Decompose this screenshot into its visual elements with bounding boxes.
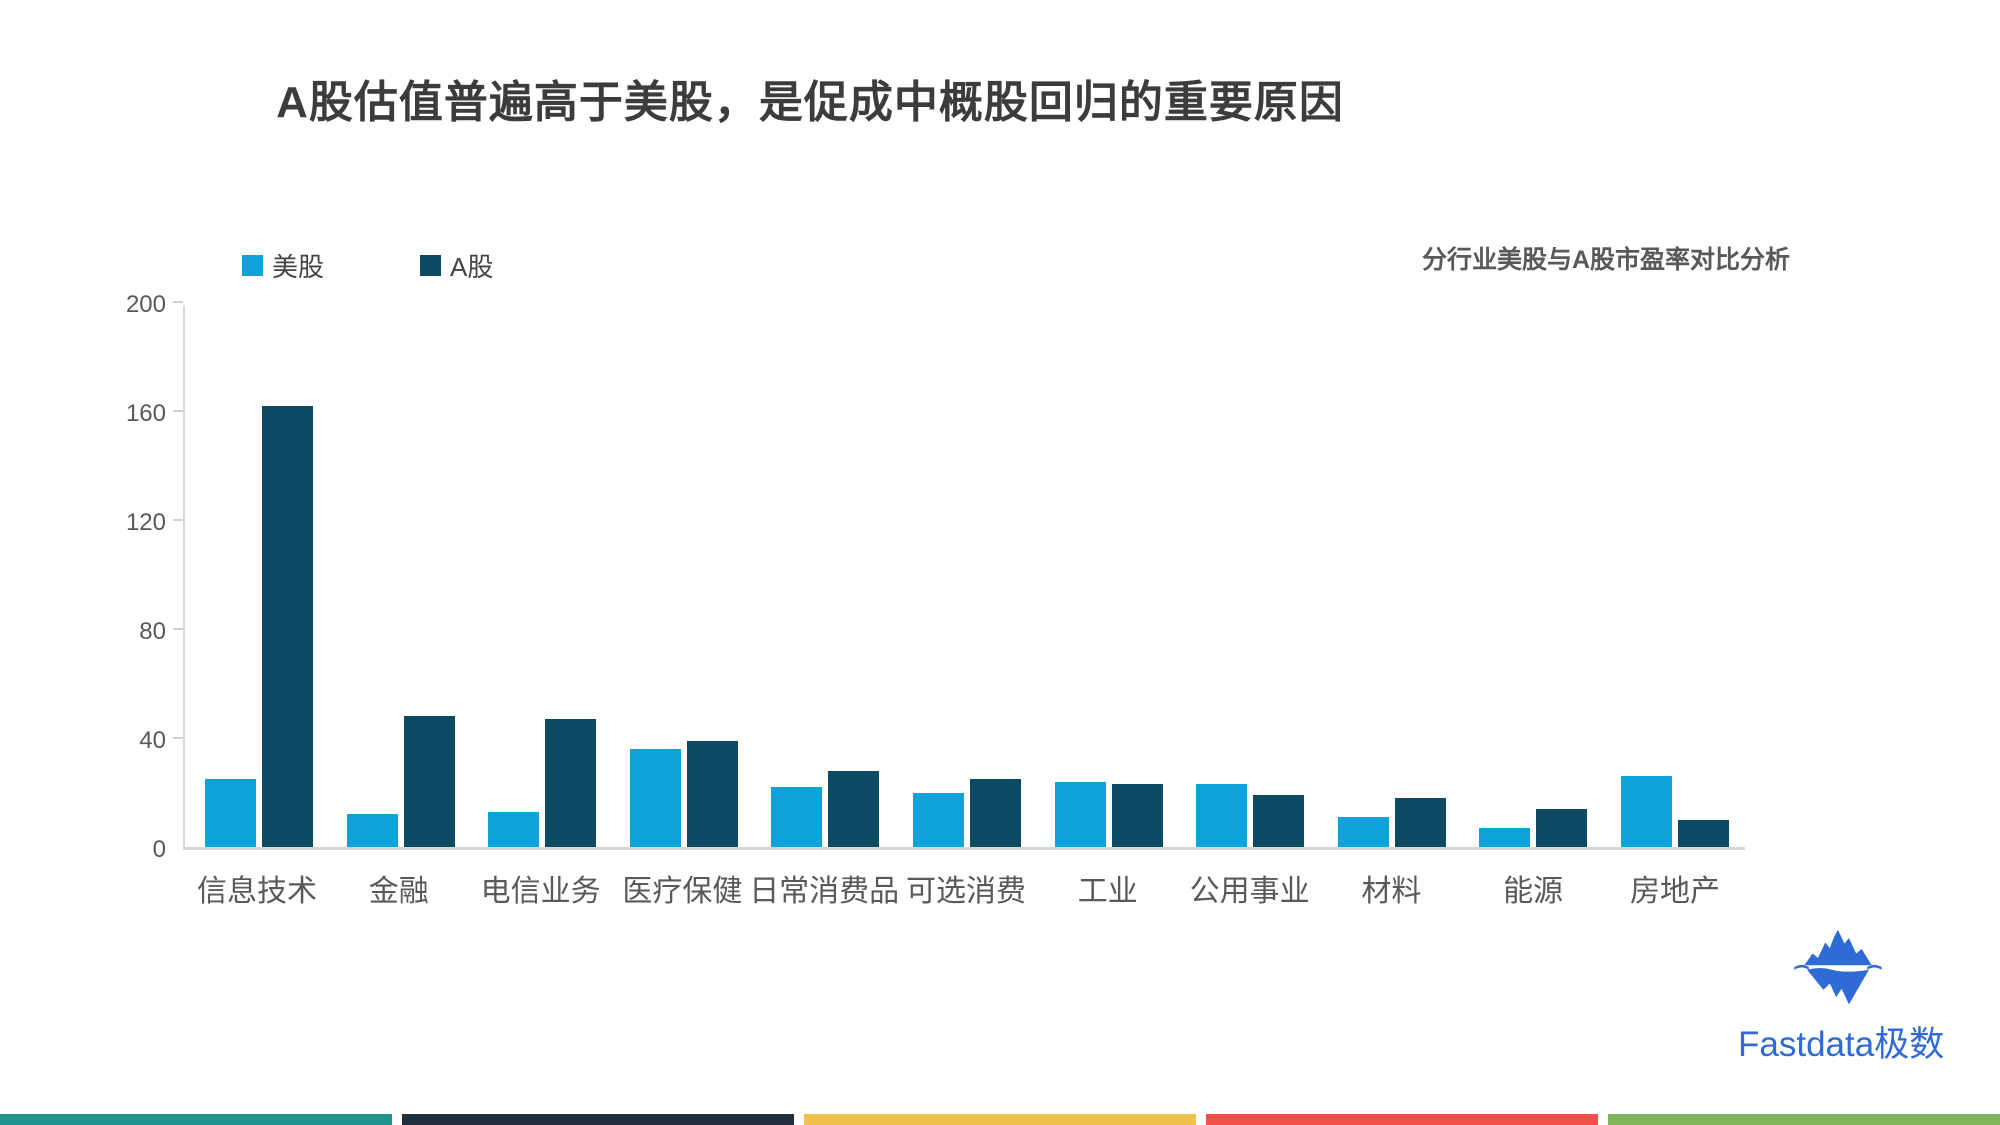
x-axis-label-cell: 日常消费品 bbox=[749, 866, 899, 910]
bar-group-电信业务 bbox=[488, 305, 597, 847]
x-axis-label: 可选消费 bbox=[905, 875, 1026, 908]
y-axis-tick bbox=[173, 410, 183, 412]
x-axis-label-cell: 信息技术 bbox=[197, 866, 317, 910]
bar-美股-房地产[interactable] bbox=[1620, 776, 1672, 847]
footer-color-segment bbox=[1206, 1114, 1598, 1125]
x-axis-label: 电信业务 bbox=[480, 875, 601, 908]
legend-item-美股: 美股 bbox=[242, 247, 324, 284]
x-axis-label-cell: 电信业务 bbox=[481, 866, 601, 910]
x-axis-label-cell: 医疗保健 bbox=[622, 866, 742, 910]
bar-series-container bbox=[185, 305, 1745, 847]
bar-美股-日常消费品[interactable] bbox=[771, 787, 823, 847]
x-axis-label-cell: 房地产 bbox=[1621, 866, 1729, 910]
footer-color-segment bbox=[0, 1114, 392, 1125]
x-axis-label-cell: 公用事业 bbox=[1190, 866, 1310, 910]
x-axis-label: 日常消费品 bbox=[749, 875, 900, 908]
footer-color-bar bbox=[0, 1114, 2000, 1125]
y-axis-tick bbox=[173, 628, 183, 630]
y-axis-tick-label: 160 bbox=[125, 400, 166, 427]
x-axis-label: 公用事业 bbox=[1189, 875, 1310, 908]
bar-A股-可选消费[interactable] bbox=[969, 778, 1021, 847]
x-axis-label-cell: 材料 bbox=[1337, 866, 1445, 910]
legend-swatch-icon bbox=[242, 255, 263, 276]
y-axis-tick bbox=[173, 519, 183, 521]
bar-美股-材料[interactable] bbox=[1337, 817, 1389, 847]
bar-group-材料 bbox=[1337, 305, 1446, 847]
bar-美股-公用事业[interactable] bbox=[1196, 784, 1248, 847]
x-axis-label-cell: 能源 bbox=[1479, 866, 1587, 910]
bar-group-金融 bbox=[346, 305, 455, 847]
bar-A股-电信业务[interactable] bbox=[545, 718, 597, 847]
chart-subtitle: 分行业美股与A股市盈率对比分析 bbox=[1421, 246, 1790, 274]
bar-A股-公用事业[interactable] bbox=[1253, 795, 1305, 847]
legend-label: 美股 bbox=[272, 252, 325, 282]
bar-group-医疗保健 bbox=[629, 305, 738, 847]
bar-美股-能源[interactable] bbox=[1479, 827, 1531, 847]
bar-group-工业 bbox=[1054, 305, 1163, 847]
y-axis-tick-label: 80 bbox=[139, 618, 166, 645]
x-axis-label: 工业 bbox=[1077, 875, 1138, 908]
footer-color-segment bbox=[804, 1114, 1196, 1125]
bar-A股-材料[interactable] bbox=[1394, 797, 1446, 847]
brand-logo: Fastdata极数 bbox=[1738, 928, 1945, 1067]
bar-美股-金融[interactable] bbox=[346, 814, 398, 847]
legend-item-A股: A股 bbox=[420, 247, 493, 284]
y-axis-tick-label: 40 bbox=[139, 727, 166, 754]
y-axis-labels: 0 40 80 120 160 200 bbox=[88, 291, 166, 863]
bar-A股-信息技术[interactable] bbox=[262, 405, 313, 847]
legend-label: A股 bbox=[450, 252, 494, 282]
y-axis-tick bbox=[173, 301, 183, 303]
bar-美股-工业[interactable] bbox=[1054, 781, 1106, 847]
x-axis-label: 医疗保健 bbox=[622, 875, 743, 908]
bar-group-可选消费 bbox=[912, 305, 1021, 847]
x-axis-label-cell: 金融 bbox=[345, 866, 453, 910]
bar-美股-医疗保健[interactable] bbox=[629, 748, 681, 847]
bar-A股-工业[interactable] bbox=[1111, 784, 1163, 847]
bar-A股-房地产[interactable] bbox=[1677, 819, 1729, 847]
x-axis-label-cell: 工业 bbox=[1054, 866, 1162, 910]
bar-A股-能源[interactable] bbox=[1536, 808, 1588, 847]
x-axis-label: 材料 bbox=[1361, 875, 1422, 908]
x-axis-label: 能源 bbox=[1503, 875, 1564, 908]
x-axis-label: 房地产 bbox=[1629, 875, 1720, 908]
bar-group-公用事业 bbox=[1196, 305, 1305, 847]
bar-group-房地产 bbox=[1620, 305, 1729, 847]
page-title: A股估值普遍高于美股，是促成中概股回归的重要原因 bbox=[276, 78, 1344, 127]
x-axis-label-cell: 可选消费 bbox=[906, 866, 1026, 910]
x-axis-label: 信息技术 bbox=[197, 875, 317, 908]
y-axis-tick-label: 200 bbox=[125, 291, 166, 318]
bar-美股-电信业务[interactable] bbox=[488, 811, 540, 847]
footer-color-segment bbox=[1608, 1114, 2000, 1125]
bar-group-信息技术 bbox=[205, 305, 313, 847]
footer-color-segment bbox=[402, 1114, 794, 1125]
y-axis-tick-label: 120 bbox=[125, 509, 166, 536]
x-axis-label: 金融 bbox=[368, 875, 429, 908]
chart-legend: 美股 A股 bbox=[242, 247, 493, 284]
legend-swatch-icon bbox=[420, 255, 442, 276]
brand-name: Fastdata极数 bbox=[1738, 1025, 1945, 1064]
bar-美股-可选消费[interactable] bbox=[912, 792, 964, 847]
y-axis-tick bbox=[173, 737, 183, 739]
plot-area bbox=[173, 301, 1745, 850]
x-axis-labels: 信息技术 金融 电信业务 医疗保健 日常消费品 可选消费 工业 公用事业 材料 能源 房地产 bbox=[183, 866, 1745, 910]
bar-A股-医疗保健[interactable] bbox=[686, 740, 738, 847]
bar-美股-信息技术[interactable] bbox=[205, 778, 256, 847]
bar-A股-日常消费品[interactable] bbox=[828, 770, 880, 847]
y-axis-tick-label: 0 bbox=[152, 836, 166, 863]
iceberg-logo-icon bbox=[1794, 929, 1882, 1005]
bar-group-日常消费品 bbox=[771, 305, 880, 847]
bar-A股-金融[interactable] bbox=[403, 716, 455, 847]
bar-group-能源 bbox=[1479, 305, 1588, 847]
